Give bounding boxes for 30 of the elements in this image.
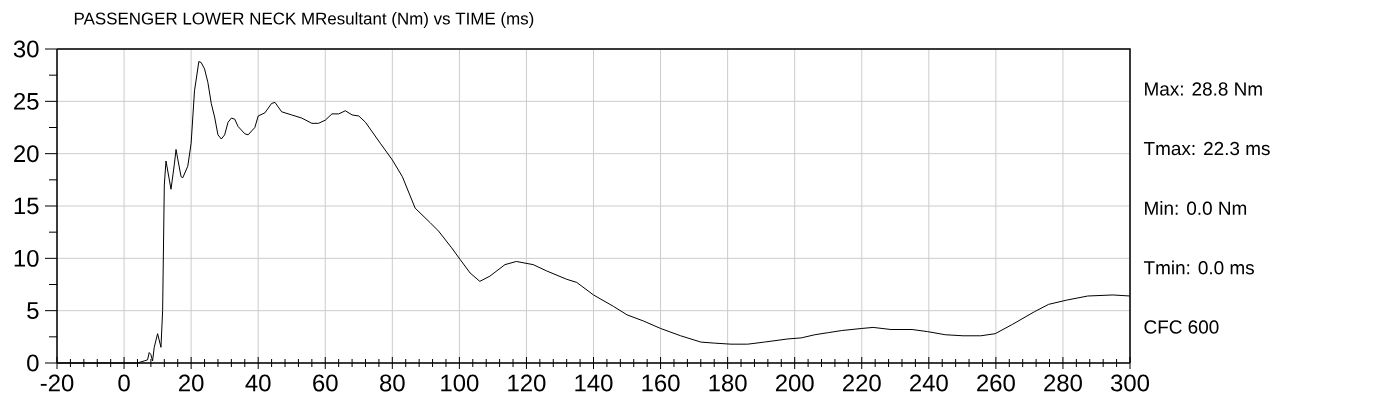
y-tick-label: 10 [14, 249, 39, 267]
x-tick-label: 160 [642, 374, 680, 392]
x-tick-label: 60 [313, 374, 338, 392]
x-tick-label: 200 [775, 374, 814, 392]
text: CFC 600 [1144, 320, 1219, 334]
chart-title: PASSENGER LOWER NECK MResultant (Nm) vs TIME (ms) [74, 12, 534, 28]
x-tick-label: 120 [508, 374, 546, 392]
y-tick-label: 20 [14, 145, 39, 163]
y-tick-label: 25 [14, 92, 39, 110]
x-tick-label: -20 [40, 374, 74, 392]
text: Tmin: 0.0 ms [1143, 260, 1254, 275]
y-tick-label: 5 [27, 302, 39, 320]
text: Max: 28.8 Nm [1145, 82, 1262, 96]
x-tick-label: 0 [118, 374, 130, 392]
text: Tmax: 22.3 ms [1143, 141, 1270, 156]
x-tick-label: 80 [380, 374, 405, 392]
y-tick-label: 30 [13, 40, 39, 58]
x-tick-label: 40 [245, 374, 271, 392]
x-tick-label: 220 [843, 374, 881, 392]
x-tick-label: 100 [441, 374, 479, 392]
x-tick-label: 280 [1044, 374, 1082, 392]
text: Min: 0.0 Nm [1145, 201, 1247, 215]
x-tick-label: 300 [1110, 374, 1149, 392]
x-tick-label: 240 [910, 374, 948, 392]
y-tick-label: 0 [27, 354, 39, 372]
x-tick-label: 260 [977, 374, 1015, 392]
y-tick-label: 15 [14, 197, 39, 215]
x-tick-label: 20 [179, 374, 204, 392]
x-tick-label: 140 [575, 374, 613, 392]
x-tick-label: 180 [709, 374, 747, 392]
